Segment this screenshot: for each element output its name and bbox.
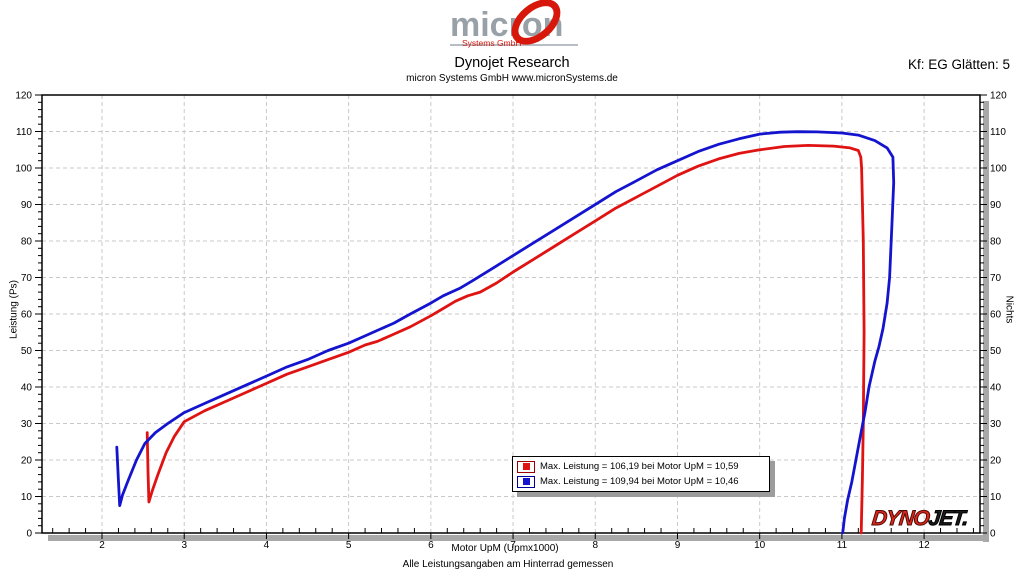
tick-label: 10 bbox=[21, 492, 33, 503]
tick-label: 90 bbox=[990, 200, 1002, 211]
legend-row-blue: Max. Leistung = 109,94 bei Motor UpM = 1… bbox=[517, 474, 765, 489]
tick-label: 20 bbox=[990, 456, 1002, 467]
micron-logo-rule bbox=[450, 44, 578, 46]
tick-label: 120 bbox=[990, 91, 1007, 102]
tick-label: 110 bbox=[990, 127, 1006, 138]
micron-logo-wordmark: micron bbox=[450, 6, 564, 44]
curve-red-run bbox=[145, 143, 866, 535]
tick-label: 40 bbox=[21, 383, 33, 394]
legend-label-red: Max. Leistung = 106,19 bei Motor UpM = 1… bbox=[540, 461, 739, 472]
tick-label: 5 bbox=[346, 540, 352, 551]
micron-logo: micron Systems GmbH bbox=[450, 0, 582, 54]
tick-label: 0 bbox=[26, 529, 32, 540]
tick-label: 30 bbox=[990, 419, 1002, 430]
tick-label: 90 bbox=[21, 200, 33, 211]
y-axis-label-left: Leistung (Ps) bbox=[8, 280, 20, 339]
smoothing-note: Kf: EG Glätten: 5 bbox=[907, 57, 1010, 72]
y-axis-label-right: Nichts bbox=[1003, 295, 1015, 324]
tick-label: 9 bbox=[675, 540, 681, 551]
report-subtitle: micron Systems GmbH www.micronSystems.de bbox=[406, 73, 618, 84]
dynojet-logo-dyno: DYNO bbox=[870, 507, 930, 531]
tick-label: 60 bbox=[21, 310, 33, 321]
tick-label: 100 bbox=[15, 164, 32, 175]
tick-label: 80 bbox=[21, 237, 33, 248]
tick-label: 50 bbox=[990, 346, 1002, 357]
plot-shadow-right bbox=[983, 101, 989, 542]
tick-label: 120 bbox=[15, 91, 32, 102]
tick-label: 0 bbox=[990, 529, 996, 540]
tick-label: 2 bbox=[99, 540, 105, 551]
legend-swatch-red-icon bbox=[517, 460, 535, 473]
dynojet-logo: DYNOJET. bbox=[870, 507, 969, 531]
tick-label: 40 bbox=[990, 383, 1002, 394]
legend-row-red: Max. Leistung = 106,19 bei Motor UpM = 1… bbox=[517, 459, 765, 474]
report-title: Dynojet Research bbox=[454, 55, 570, 71]
measurement-footnote: Alle Leistungsangaben am Hinterrad gemes… bbox=[402, 559, 614, 570]
tick-label: 6 bbox=[428, 540, 434, 551]
curve-blue-run bbox=[115, 130, 896, 535]
tick-label: 50 bbox=[21, 346, 33, 357]
plot-shadow-bottom bbox=[48, 535, 989, 541]
tick-label: 10 bbox=[990, 492, 1002, 503]
micron-logo-subtext: Systems GmbH bbox=[462, 38, 522, 48]
tick-label: 11 bbox=[837, 540, 848, 551]
x-axis-label: Motor UpM (Upmx1000) bbox=[451, 543, 559, 554]
tick-label: 10 bbox=[754, 540, 766, 551]
tick-label: 70 bbox=[990, 273, 1002, 284]
legend-box: Max. Leistung = 106,19 bei Motor UpM = 1… bbox=[512, 456, 770, 492]
legend-label-blue: Max. Leistung = 109,94 bei Motor UpM = 1… bbox=[540, 476, 739, 487]
tick-label: 7 bbox=[510, 540, 516, 551]
tick-label: 110 bbox=[16, 127, 32, 138]
tick-label: 80 bbox=[990, 237, 1002, 248]
tick-label: 60 bbox=[990, 310, 1002, 321]
tick-label: 30 bbox=[21, 419, 33, 430]
tick-label: 8 bbox=[592, 540, 598, 551]
dynojet-logo-jet: JET. bbox=[927, 507, 969, 531]
tick-label: 4 bbox=[264, 540, 270, 551]
tick-label: 20 bbox=[21, 456, 33, 467]
tick-label: 12 bbox=[919, 540, 931, 551]
tick-label: 3 bbox=[181, 540, 187, 551]
tick-label: 70 bbox=[21, 273, 33, 284]
legend-swatch-blue-icon bbox=[517, 475, 535, 488]
tick-label: 100 bbox=[990, 164, 1007, 175]
